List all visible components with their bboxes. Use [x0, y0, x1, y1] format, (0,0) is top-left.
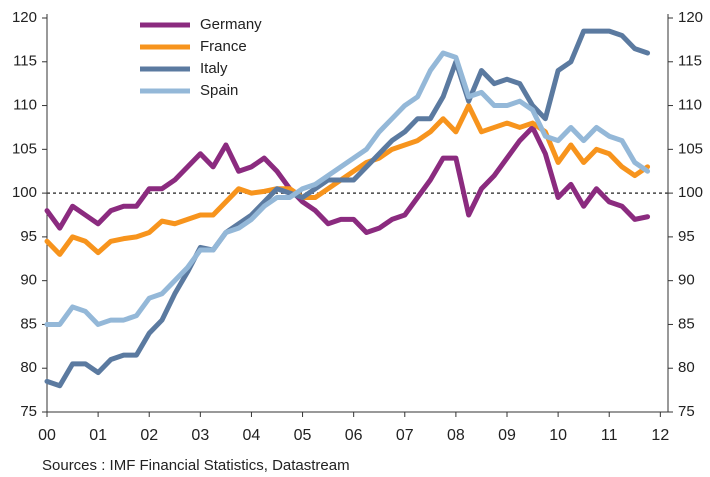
y2-tick-label: 100 — [678, 184, 703, 201]
legend-label: Spain — [200, 82, 238, 99]
x-tick-label: 01 — [89, 427, 107, 444]
legend-label: France — [200, 38, 247, 55]
y-tick-label: 120 — [12, 9, 37, 26]
y-tick-label: 115 — [13, 53, 37, 70]
series-line — [44, 124, 651, 236]
legend-label: Italy — [200, 60, 228, 77]
x-tick-label: 12 — [651, 427, 669, 444]
y2-tick-label: 120 — [678, 9, 703, 26]
legend-label: Germany — [200, 16, 262, 33]
x-tick-label: 06 — [345, 427, 363, 444]
y-tick-label: 95 — [20, 228, 37, 245]
x-tick-label: 00 — [38, 427, 56, 444]
x-tick-label: 03 — [191, 427, 209, 444]
y2-tick-label: 85 — [678, 315, 695, 332]
x-tick-label: 11 — [601, 427, 618, 444]
x-tick-label: 04 — [243, 427, 261, 444]
y2-tick-label: 95 — [678, 228, 695, 245]
x-tick-label: 02 — [140, 427, 158, 444]
y-tick-label: 100 — [12, 184, 37, 201]
y-tick-label: 90 — [20, 272, 37, 289]
y2-tick-label: 105 — [678, 140, 703, 157]
source-note: Sources : IMF Financial Statistics, Data… — [42, 457, 350, 474]
y-tick-label: 75 — [20, 403, 37, 420]
x-tick-label: 09 — [498, 427, 516, 444]
x-tick-label: 10 — [549, 427, 567, 444]
series-line — [44, 28, 651, 389]
y2-tick-label: 75 — [678, 403, 695, 420]
y2-tick-label: 80 — [678, 359, 695, 376]
series-line — [44, 50, 651, 327]
y2-tick-label: 110 — [678, 97, 702, 114]
y-tick-label: 80 — [20, 359, 37, 376]
x-tick-label: 07 — [396, 427, 414, 444]
y-tick-label: 110 — [13, 97, 37, 114]
y-tick-label: 85 — [20, 315, 37, 332]
y2-tick-label: 90 — [678, 272, 695, 289]
x-tick-label: 08 — [447, 427, 465, 444]
y-tick-label: 105 — [12, 140, 37, 157]
y2-tick-label: 115 — [678, 53, 702, 70]
x-tick-label: 05 — [294, 427, 312, 444]
